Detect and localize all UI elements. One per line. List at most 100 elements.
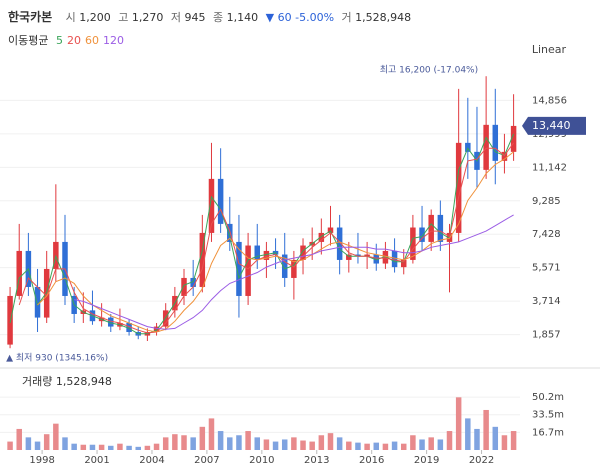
change: ▼ 60 -5.00% xyxy=(265,11,335,24)
volume-bar xyxy=(208,418,215,450)
y-tick-label: 11,142 xyxy=(532,162,567,173)
ma-legend-item: 20 xyxy=(66,34,81,47)
volume-bar xyxy=(272,441,279,450)
ma-line xyxy=(18,142,515,334)
volume-bar xyxy=(410,435,416,450)
ma-legend-title: 이동평균 xyxy=(8,34,49,47)
last-price-tag xyxy=(522,116,586,135)
volume-bar xyxy=(89,444,96,450)
candle-body xyxy=(410,227,416,260)
label: 시 xyxy=(65,11,76,24)
candle-body xyxy=(16,250,22,296)
y-tick-label: 7,428 xyxy=(532,229,561,240)
candle-body xyxy=(300,245,306,260)
candle-body xyxy=(510,125,517,152)
volume-bar xyxy=(126,445,132,450)
volume-bar xyxy=(172,434,178,450)
candle-body xyxy=(355,254,361,257)
candle-body xyxy=(263,250,270,260)
candle-body xyxy=(126,322,132,332)
low-annotation: ▲ 최저 930 (1345.16%) xyxy=(6,353,108,364)
x-tick-label: 2013 xyxy=(304,455,329,466)
candle-body xyxy=(217,178,224,224)
label: 저 xyxy=(170,11,182,24)
candle-body xyxy=(327,227,334,233)
volume-bar xyxy=(419,439,425,450)
volume-bar xyxy=(25,437,32,450)
volume-bar xyxy=(135,446,141,450)
volume-bar xyxy=(291,437,297,450)
volume-bar xyxy=(501,435,508,450)
volume-bar xyxy=(254,437,260,450)
volume-bar xyxy=(162,437,169,450)
volume-bar xyxy=(43,434,50,450)
candle-body xyxy=(236,241,242,296)
volume-bar xyxy=(355,442,361,450)
ma-line xyxy=(9,133,515,335)
ma-line xyxy=(37,151,514,333)
volume-bar xyxy=(62,437,68,450)
candle-body xyxy=(428,214,434,242)
volume-bar xyxy=(510,431,517,450)
label: 종 xyxy=(213,11,224,24)
volume-bar xyxy=(281,439,288,450)
volume-bar xyxy=(16,428,22,450)
label: 고 xyxy=(118,11,129,24)
y-tick-label: 50.2m xyxy=(532,392,564,403)
candle-body xyxy=(364,254,370,257)
candle-body xyxy=(391,250,398,268)
value: 1,528,948 xyxy=(355,11,412,24)
y-tick-label: 5,571 xyxy=(532,263,561,274)
volume-bar xyxy=(34,441,41,450)
candle-body xyxy=(465,142,471,152)
last-price-label: 13,440 xyxy=(532,119,571,132)
candle-body xyxy=(162,310,169,327)
candle-body xyxy=(34,286,41,318)
x-tick-label: 1998 xyxy=(29,455,54,466)
stock-name: 한국카본 xyxy=(8,10,53,24)
volume-bar xyxy=(400,443,407,450)
ma-line xyxy=(74,214,514,330)
volume-bar xyxy=(465,418,471,450)
value: 1,140 xyxy=(226,11,259,24)
value: 1,270 xyxy=(131,11,164,24)
candle-body xyxy=(400,259,407,268)
volume-bar xyxy=(309,441,315,450)
y-tick-label: 16.7m xyxy=(532,427,564,438)
x-tick-label: 2001 xyxy=(84,455,109,466)
volume-bar xyxy=(455,397,462,450)
candle-body xyxy=(455,142,462,233)
x-tick-label: 2007 xyxy=(194,455,219,466)
candle-body xyxy=(245,245,251,296)
quote-header: 한국카본 시 1,200 고 1,270 저 945 종 1,140 ▼ 60 … xyxy=(8,8,411,25)
volume-bar xyxy=(346,441,352,450)
volume-bar xyxy=(391,441,398,450)
x-tick-label: 2004 xyxy=(139,455,164,466)
volume-bar xyxy=(446,431,453,450)
volume-bar xyxy=(108,445,114,450)
candle-body xyxy=(336,227,343,260)
ma-legend-item: 60 xyxy=(84,34,99,47)
candle-body xyxy=(291,259,297,278)
x-tick-label: 2010 xyxy=(249,455,274,466)
candle-body xyxy=(346,254,352,260)
volume-bar xyxy=(437,439,444,450)
volume-bar xyxy=(483,409,489,450)
candle-body xyxy=(7,295,13,345)
y-tick-label: 33.5m xyxy=(532,410,564,421)
scale-toggle[interactable]: Linear xyxy=(532,43,567,56)
high-annotation: 최고 16,200 (-17.04%) xyxy=(380,65,478,76)
ma-legend-item: 120 xyxy=(102,34,124,47)
volume-bar xyxy=(217,431,224,450)
candle-body xyxy=(382,250,389,264)
candle-body xyxy=(483,124,489,170)
volume-title: 거래량 1,528,948 xyxy=(22,375,112,388)
candle-body xyxy=(318,232,325,242)
candle-body xyxy=(181,277,187,296)
volume-bar xyxy=(327,433,334,450)
candle-body xyxy=(501,151,508,161)
y-tick-label: 3,714 xyxy=(532,296,561,307)
volume-bar xyxy=(98,444,105,450)
